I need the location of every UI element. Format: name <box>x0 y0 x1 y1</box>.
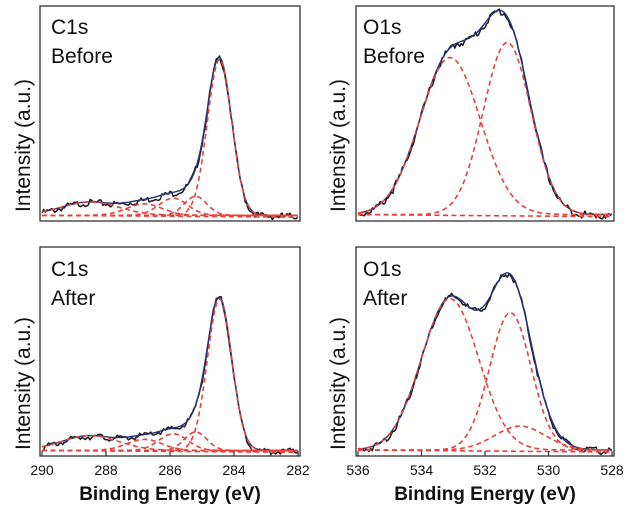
panel-c1s-before: Intensity (a.u.) C1s Before <box>12 5 301 222</box>
x-ticks: 536 534 532 530 528 <box>346 451 624 478</box>
y-axis-label: Intensity (a.u.) <box>12 317 35 450</box>
curves <box>41 295 299 456</box>
curves <box>41 55 299 221</box>
fit-component-2 <box>358 41 612 216</box>
panel-title-line2: Before <box>51 45 113 68</box>
y-axis-label: Intensity (a.u.) <box>327 317 350 450</box>
panel-c1s-after: Intensity (a.u.) C1s After 290 288 286 284 2… <box>12 246 310 505</box>
panel-title-line2: After <box>51 287 95 310</box>
fit-component-1 <box>357 56 612 216</box>
y-axis-label: Intensity (a.u.) <box>12 79 35 212</box>
fit-component-3 <box>358 425 612 451</box>
panel-title-line1: C1s <box>51 16 88 39</box>
measured-spectrum <box>357 8 613 220</box>
x-tick-label: 286 <box>158 462 182 478</box>
x-tick-label: 282 <box>286 462 310 478</box>
measured-spectrum <box>41 296 299 456</box>
y-axis-label: Intensity (a.u.) <box>327 79 350 212</box>
panel-title-line1: C1s <box>51 258 88 281</box>
fit-component-5 <box>41 201 298 217</box>
plot-frame <box>39 5 301 222</box>
x-tick-label: 530 <box>537 462 561 478</box>
curves <box>357 8 613 220</box>
measured-spectrum <box>41 55 299 221</box>
x-axis-label: Binding Energy (eV) <box>79 484 261 505</box>
panel-title-line1: O1s <box>363 258 402 281</box>
x-axis-label: Binding Energy (eV) <box>394 484 576 505</box>
fitted-envelope <box>41 295 298 452</box>
fit-component-5 <box>41 434 298 452</box>
panel-o1s-after: Intensity (a.u.) O1s After 536 534 532 530 5… <box>327 246 624 505</box>
x-tick-label: 534 <box>410 462 434 478</box>
x-ticks: 290 288 286 284 282 <box>30 451 310 478</box>
fit-component-1 <box>357 297 612 451</box>
panel-title-line2: After <box>363 287 407 310</box>
x-tick-label: 284 <box>222 462 246 478</box>
x-tick-label: 528 <box>600 462 624 478</box>
fit-background <box>41 214 299 218</box>
plot-frame <box>355 5 615 222</box>
fitted-envelope <box>357 9 612 216</box>
curves <box>357 271 613 456</box>
x-tick-label: 536 <box>346 462 370 478</box>
x-tick-label: 288 <box>94 462 118 478</box>
x-tick-label: 532 <box>473 462 497 478</box>
x-tick-label: 290 <box>30 462 54 478</box>
panel-title-line1: O1s <box>363 16 402 39</box>
panel-title-line2: Before <box>363 45 425 68</box>
fitted-envelope <box>357 271 612 451</box>
panel-o1s-before: Intensity (a.u.) O1s Before <box>327 5 615 222</box>
